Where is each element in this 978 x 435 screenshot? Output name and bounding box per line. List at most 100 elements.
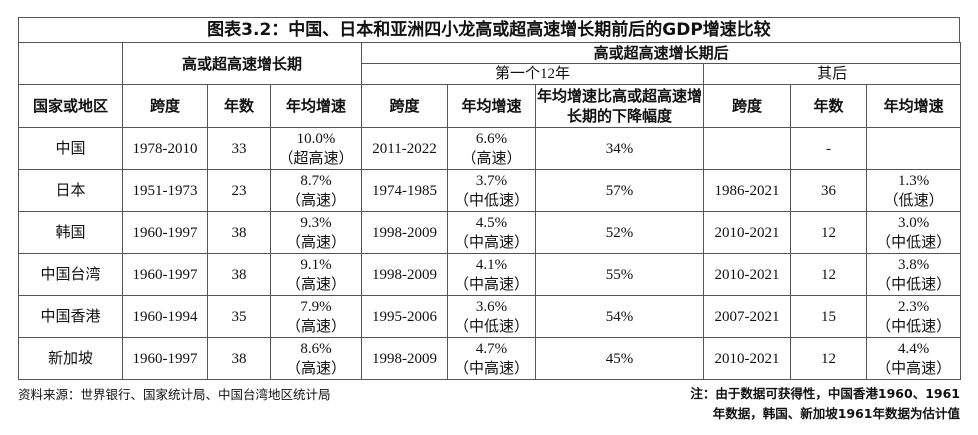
cell: 3.8% （中低速） bbox=[866, 253, 962, 296]
cell: 10.0% （超高速） bbox=[269, 127, 363, 170]
header: 年均增速 bbox=[866, 84, 962, 128]
cell-line: （中低速） bbox=[876, 276, 952, 293]
cell: 新加坡 bbox=[18, 337, 123, 380]
row: 韩国 1960-1997 38 9.3% （高速） 1998-2009 4.5% （中高速） 5… bbox=[18, 211, 962, 254]
cell: 6.6% （高速） bbox=[447, 127, 537, 170]
cell-line: 8.6% bbox=[300, 340, 332, 357]
cell-line: 9.1% bbox=[300, 256, 332, 273]
cell-line: 9.3% bbox=[300, 214, 332, 231]
cell-line: （中低速） bbox=[876, 234, 952, 251]
cell-line: 2.3% bbox=[897, 298, 930, 315]
cell-line: （中高速） bbox=[454, 276, 530, 293]
cell: 8.7% （高速） bbox=[269, 169, 363, 212]
header: 第一个12年 bbox=[361, 63, 705, 85]
cell: 2.3% （中低速） bbox=[866, 295, 962, 338]
cell-line: （高速） bbox=[286, 234, 347, 251]
note-line: 注：由于数据可获得性，中国香港1960、1961 bbox=[690, 386, 960, 401]
table-body: 中国 1978-2010 33 10.0% （超高速） 2011-2022 6.6% （高速）… bbox=[18, 127, 962, 380]
header: 年均增速 bbox=[447, 84, 537, 128]
row: 中国 1978-2010 33 10.0% （超高速） 2011-2022 6.6% （高速）… bbox=[18, 127, 962, 170]
cell-line: 4.7% bbox=[475, 340, 508, 357]
header: 年数 bbox=[207, 84, 271, 128]
cell bbox=[866, 127, 962, 170]
cell: 4.1% （中高速） bbox=[447, 253, 537, 296]
cell-line: （中高速） bbox=[454, 234, 530, 251]
cell: 日本 bbox=[18, 169, 123, 212]
cell: 1960-1997 bbox=[122, 253, 208, 296]
cell: 1960-1994 bbox=[122, 295, 208, 338]
note: 注：由于数据可获得性，中国香港1960、1961 年数据，韩国、新加坡1961年… bbox=[690, 384, 960, 424]
cell: 3.6% （中低速） bbox=[447, 295, 537, 338]
cell-line: （高速） bbox=[286, 276, 347, 293]
cell: 52% bbox=[535, 211, 705, 254]
cell: 35 bbox=[207, 295, 271, 338]
row: 新加坡 1960-1997 38 8.6% （高速） 1998-2009 4.7% （中高速）… bbox=[18, 337, 962, 380]
header: 其后 bbox=[703, 63, 962, 85]
cell: 38 bbox=[207, 337, 271, 380]
source: 资料来源：世界银行、国家统计局、中国台湾地区统计局 bbox=[18, 387, 331, 402]
header: 跨度 bbox=[122, 84, 208, 128]
cell: 3.7% （中低速） bbox=[447, 169, 537, 212]
note-line: 年数据，韩国、新加坡1961年数据为估计值 bbox=[712, 406, 960, 421]
cell-line: 3.6% bbox=[475, 298, 508, 315]
cell-line: （高速） bbox=[286, 192, 347, 209]
cell-line: （高速） bbox=[461, 150, 522, 167]
header: 高或超高速增长期后 bbox=[361, 42, 962, 64]
cell: 7.9% （高速） bbox=[269, 295, 363, 338]
cell: 8.6% （高速） bbox=[269, 337, 363, 380]
cell-line: 4.4% bbox=[897, 340, 930, 357]
cell-line: 6.6% bbox=[475, 130, 508, 147]
cell-line: （中低速） bbox=[454, 318, 530, 335]
cell-line: 4.1% bbox=[475, 256, 508, 273]
cell: 韩国 bbox=[18, 211, 123, 254]
row: 中国香港 1960-1994 35 7.9% （高速） 1995-2006 3.6% （中低速… bbox=[18, 295, 962, 338]
table-wrap: 图表3.2：中国、日本和亚洲四小龙高或超高速增长期前后的GDP增速比较 高或超高… bbox=[18, 17, 962, 380]
header: 年均增速比高或超高速增长期的下降幅度 bbox=[535, 84, 705, 128]
cell-line: 7.9% bbox=[300, 298, 332, 315]
cell: 2010-2021 bbox=[703, 337, 792, 380]
cell: 12 bbox=[790, 337, 868, 380]
cell: 1998-2009 bbox=[361, 211, 449, 254]
cell-line: 1.3% bbox=[897, 172, 930, 189]
cell: 9.3% （高速） bbox=[269, 211, 363, 254]
cell: 1951-1973 bbox=[122, 169, 208, 212]
cell-line: （高速） bbox=[286, 360, 347, 377]
cell: 2010-2021 bbox=[703, 211, 792, 254]
cell: 1986-2021 bbox=[703, 169, 792, 212]
cell: 中国台湾 bbox=[18, 253, 123, 296]
cell: 3.0% （中低速） bbox=[866, 211, 962, 254]
cell bbox=[703, 127, 792, 170]
cell: 36 bbox=[790, 169, 868, 212]
header: 高或超高速增长期 bbox=[121, 42, 363, 85]
header: 年数 bbox=[790, 84, 868, 128]
cell-line: 3.7% bbox=[475, 172, 508, 189]
cell: 2010-2021 bbox=[703, 253, 792, 296]
cell: 1960-1997 bbox=[122, 211, 208, 254]
cell-line: （低速） bbox=[883, 192, 944, 209]
cell-line: （高速） bbox=[286, 318, 347, 335]
cell: 4.5% （中高速） bbox=[447, 211, 537, 254]
cell: 15 bbox=[790, 295, 868, 338]
cell: 1995-2006 bbox=[361, 295, 449, 338]
cell: 38 bbox=[207, 253, 271, 296]
header: 国家或地区 bbox=[18, 84, 123, 128]
cell: 2011-2022 bbox=[361, 127, 449, 170]
cell-line: 10.0% bbox=[296, 130, 336, 147]
cell-line: 3.0% bbox=[897, 214, 930, 231]
cell: 2007-2021 bbox=[703, 295, 792, 338]
cell: 中国 bbox=[18, 127, 123, 170]
cell: 9.1% （高速） bbox=[269, 253, 363, 296]
cell: 57% bbox=[535, 169, 705, 212]
cell: 38 bbox=[207, 211, 271, 254]
cell: 55% bbox=[535, 253, 705, 296]
blank bbox=[18, 42, 123, 85]
cell: 34% bbox=[535, 127, 705, 170]
cell: 4.7% （中高速） bbox=[447, 337, 537, 380]
cell: 1.3% （低速） bbox=[866, 169, 962, 212]
cell: 中国香港 bbox=[18, 295, 123, 338]
header: 跨度 bbox=[361, 84, 449, 128]
cell: 1974-1985 bbox=[361, 169, 449, 212]
cell: 54% bbox=[535, 295, 705, 338]
cell-line: （中高速） bbox=[876, 360, 952, 377]
